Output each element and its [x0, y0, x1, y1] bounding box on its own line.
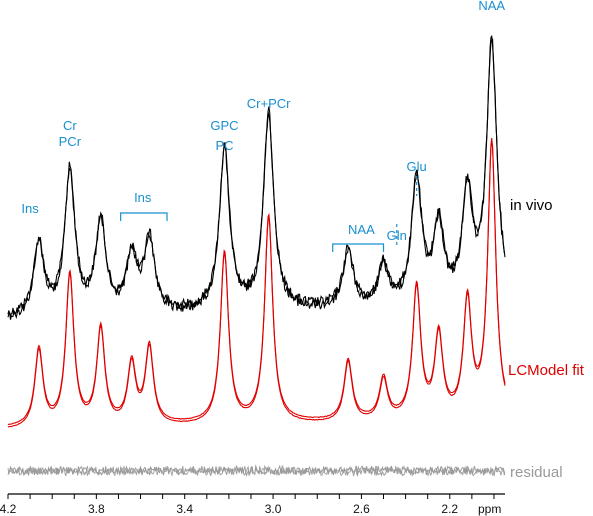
peak-label-glu: Glu	[407, 159, 427, 174]
peak-label-cr-pcr: Cr+PCr	[247, 96, 291, 111]
peak-label-ins: Ins	[21, 201, 39, 216]
naa-bracket	[332, 243, 385, 252]
peak-label-ins: Ins	[134, 190, 152, 205]
ins-bracket	[120, 212, 168, 221]
peak-label-pc: PC	[215, 138, 233, 153]
trace-label-residual: residual	[510, 464, 563, 481]
peak-label-gpc: GPC	[210, 118, 238, 133]
x-axis-ticks: 4.2 3.8 3.4 3.0 2.6 2.2	[0, 494, 495, 516]
x-tick-label: 3.4	[176, 502, 193, 516]
residual-trace-line	[7, 465, 506, 478]
x-axis: 4.2 3.8 3.4 3.0 2.6 2.2 ppm	[0, 493, 505, 516]
x-tick-label: 2.2	[441, 502, 458, 516]
peak-brackets	[120, 176, 418, 252]
x-tick-label: 3.8	[88, 502, 105, 516]
in-vivo-trace-line	[7, 35, 506, 318]
trace-label-in-vivo: in vivo	[510, 197, 553, 214]
x-axis-unit-label: ppm	[478, 502, 501, 516]
peak-label-naa: NAA	[348, 222, 375, 237]
lcmodel-fit-trace-line	[7, 140, 506, 428]
in-vivo-trace-line	[7, 38, 506, 320]
peak-label-cr: Cr	[63, 118, 77, 133]
peak-label-pcr: PCr	[59, 134, 82, 149]
x-tick-label: 3.0	[265, 502, 282, 516]
spectrum-traces	[7, 35, 506, 478]
x-tick-label: 2.6	[353, 502, 370, 516]
trace-labels: in vivo LCModel fit residual	[508, 197, 585, 481]
x-tick-label: 4.2	[0, 502, 17, 516]
peak-label-naa: NAA	[478, 0, 505, 13]
peak-label-gln: Gln	[387, 228, 407, 243]
trace-label-fit: LCModel fit	[508, 362, 585, 379]
